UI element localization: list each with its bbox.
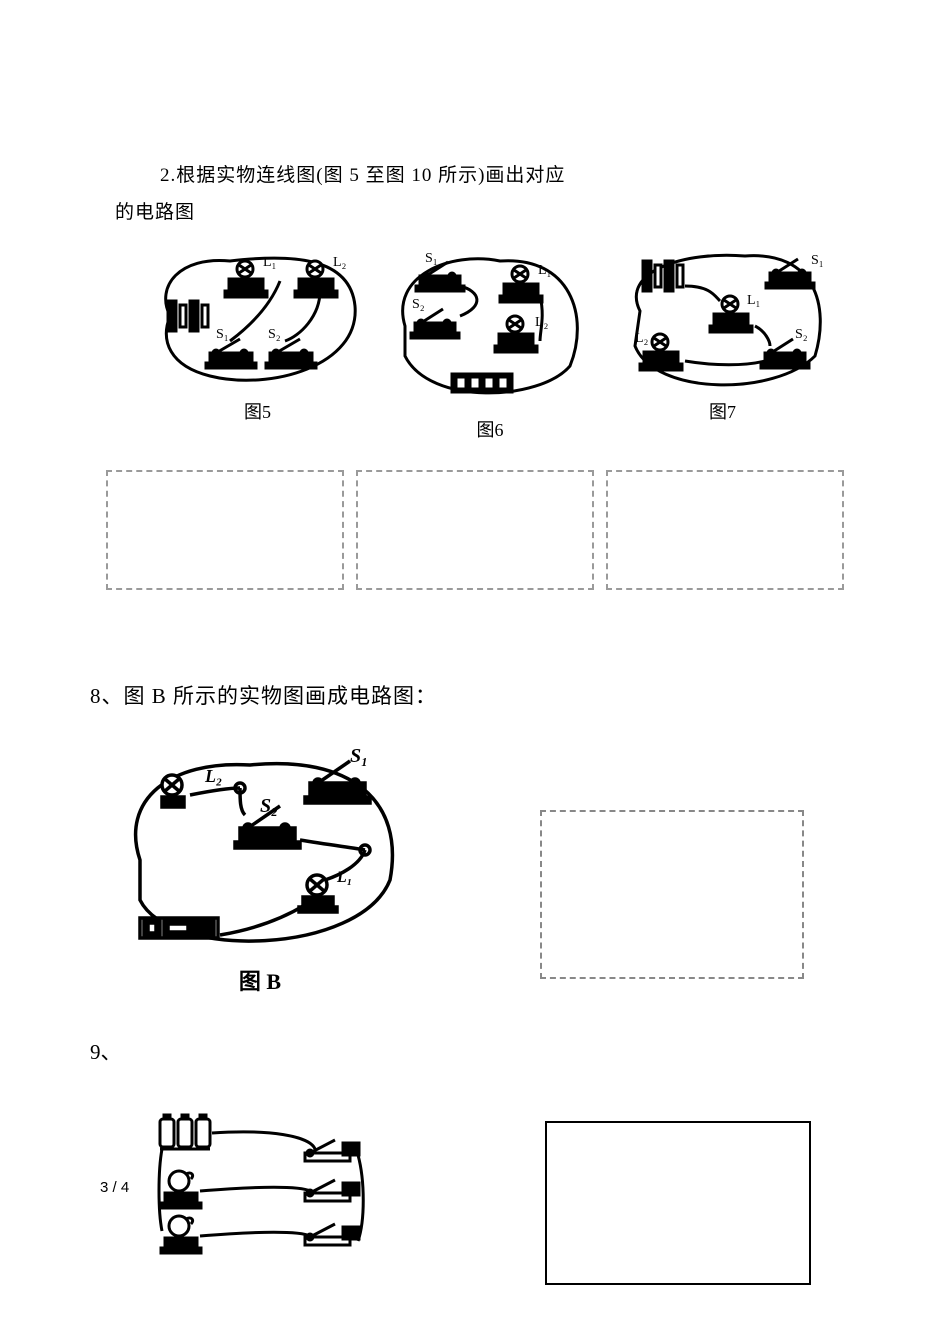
figure-6-label: 图6: [383, 416, 598, 442]
fig6-s1-label: S₁: [425, 251, 438, 266]
question-8-title: 8、图 B 所示的实物图画成电路图：: [90, 680, 850, 710]
figure-b: S₁ L₂ S₂ L₁ 图 B: [110, 740, 410, 996]
fig7-s2-label: S₂: [795, 327, 808, 342]
fig7-l2-label: L₂: [635, 331, 649, 346]
answer-box-8: [540, 810, 804, 979]
figure-7-label: 图7: [615, 398, 830, 424]
figure-row: L₁ L₂ S₁ S₂ 图5: [100, 246, 850, 442]
figb-l1-label: L₁: [336, 869, 352, 886]
fig6-s2-label: S₂: [412, 297, 425, 312]
fig7-s1-label: S₁: [811, 253, 824, 268]
question-9-row: [100, 1111, 850, 1285]
figure-5: L₁ L₂ S₁ S₂ 图5: [150, 246, 365, 442]
intro-line-1: 2.根据实物连线图(图 5 至图 10 所示)画出对应: [160, 160, 850, 187]
figure-6: S₁ L₁ S₂ L₂ 图6: [383, 246, 598, 442]
intro-line-2: 的电路图: [115, 197, 850, 224]
figure-7: S₁ L₁ L₂ S₂ 图7: [615, 246, 830, 442]
page-number: 3 / 4: [100, 1179, 129, 1196]
question-8-row: S₁ L₂ S₂ L₁ 图 B: [100, 740, 850, 996]
figure-b-svg: S₁ L₂ S₂ L₁: [110, 740, 410, 960]
answer-box-7: [606, 470, 844, 590]
answer-box-6: [356, 470, 594, 590]
figb-s2-label: S₂: [260, 795, 278, 817]
figure-6-svg: S₁ L₁ S₂ L₂: [390, 246, 590, 414]
answer-box-9: [545, 1121, 811, 1285]
figure-9: [150, 1111, 380, 1266]
fig6-l2-label: L₂: [535, 315, 549, 330]
answer-box-5: [106, 470, 344, 590]
figb-l2-label: L₂: [204, 766, 222, 786]
figb-s1-label: S₁: [350, 745, 368, 767]
question-9-title: 9、: [90, 1036, 850, 1066]
figure-5-label: 图5: [150, 398, 365, 424]
figure-5-svg: L₁ L₂ S₁ S₂: [150, 246, 365, 396]
fig6-l1-label: L₁: [538, 263, 551, 278]
fig5-s1-label: S₁: [216, 327, 229, 342]
fig7-l1-label: L₁: [747, 293, 760, 308]
figure-9-svg: [150, 1111, 380, 1261]
figure-7-svg: S₁ L₁ L₂ S₂: [615, 246, 830, 396]
figure-b-label: 图 B: [110, 964, 410, 996]
answer-box-row: [100, 470, 850, 590]
fig5-l2-label: L₂: [333, 255, 347, 270]
fig5-s2-label: S₂: [268, 327, 281, 342]
fig5-l1-label: L₁: [263, 255, 276, 270]
